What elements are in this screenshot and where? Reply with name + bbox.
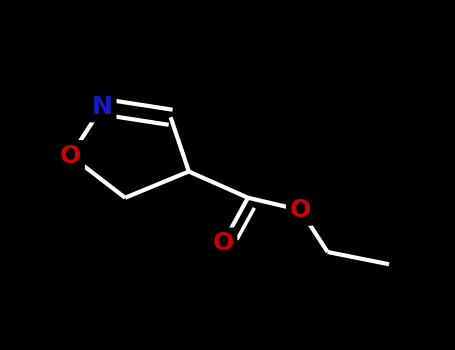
Text: O: O: [290, 198, 311, 222]
Text: O: O: [60, 144, 81, 168]
Text: N: N: [92, 95, 113, 119]
Text: O: O: [212, 231, 233, 255]
